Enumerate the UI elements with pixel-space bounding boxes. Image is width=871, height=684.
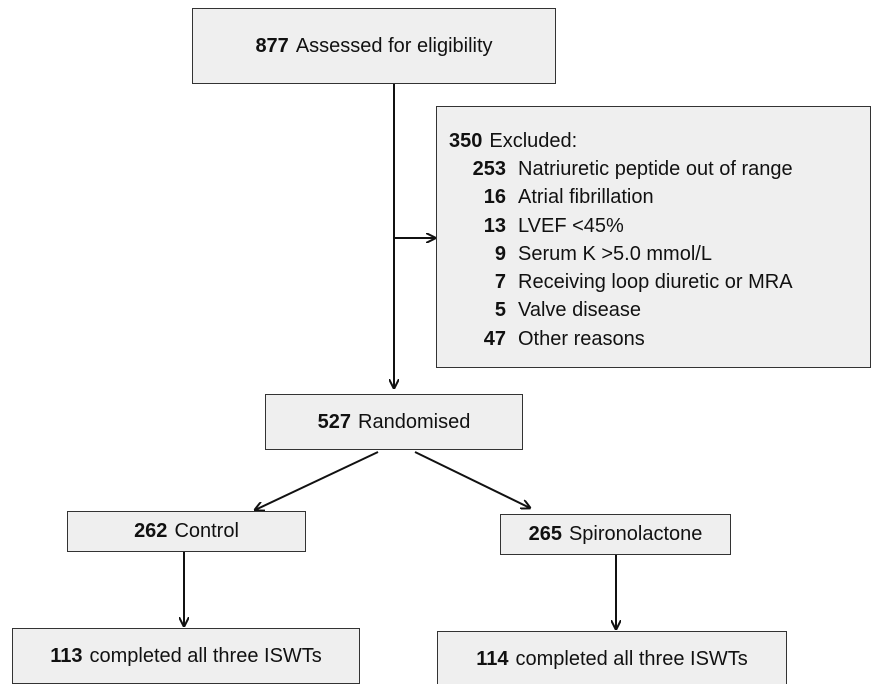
completed-control-box: 113 completed all three ISWTs — [12, 628, 360, 684]
reason-label: Serum K >5.0 mmol/L — [518, 242, 712, 265]
reason-row: 253 Natriuretic peptide out of range — [449, 155, 793, 183]
label: Spironolactone — [568, 523, 703, 545]
count: 265 — [528, 523, 562, 545]
reason-count: 7 — [494, 271, 506, 294]
label: Control — [174, 520, 239, 542]
reason-label: LVEF <45% — [518, 214, 624, 237]
reason-label: Natriuretic peptide out of range — [518, 157, 793, 180]
count: 350 — [449, 129, 483, 152]
reason-row: 7 Receiving loop diuretic or MRA — [449, 268, 793, 296]
reason-label: Atrial fibrillation — [518, 186, 654, 209]
label: Excluded: — [489, 129, 578, 152]
reason-count: 5 — [494, 299, 506, 322]
count: 527 — [317, 410, 352, 433]
count: 262 — [134, 520, 168, 542]
count: 877 — [255, 34, 289, 57]
count: 114 — [476, 647, 509, 670]
reason-label: Valve disease — [518, 299, 642, 322]
label: completed all three ISWTs — [515, 647, 748, 670]
count: 113 — [50, 644, 83, 667]
reason-row: 5 Valve disease — [449, 297, 641, 325]
label: Assessed for eligibility — [295, 34, 493, 57]
arrow — [255, 451, 379, 510]
reason-label: Other reasons — [518, 327, 645, 350]
label: Randomised — [358, 410, 471, 433]
label: completed all three ISWTs — [89, 644, 322, 667]
reason-row: 16 Atrial fibrillation — [449, 184, 654, 212]
reason-count: 253 — [472, 157, 506, 180]
control-box: 262 Control — [67, 511, 306, 552]
reason-row: 13 LVEF <45% — [449, 212, 624, 240]
reason-count: 13 — [483, 214, 506, 237]
excluded-header: 350 Excluded: — [449, 127, 577, 155]
completed-spironolactone-box: 114 completed all three ISWTs — [437, 631, 787, 684]
reason-count: 47 — [483, 327, 506, 350]
reason-count: 9 — [494, 242, 506, 265]
assessed-box: 877 Assessed for eligibility — [192, 8, 556, 84]
reason-count: 16 — [483, 186, 506, 209]
randomised-box: 527 Randomised — [265, 394, 523, 450]
spironolactone-box: 265 Spironolactone — [500, 514, 731, 555]
reason-row: 47 Other reasons — [449, 325, 645, 353]
reason-row: 9 Serum K >5.0 mmol/L — [449, 240, 712, 268]
excluded-box: 350 Excluded: 253 Natriuretic peptide out … — [436, 106, 871, 368]
reason-label: Receiving loop diuretic or MRA — [518, 271, 793, 294]
arrow — [414, 451, 530, 508]
